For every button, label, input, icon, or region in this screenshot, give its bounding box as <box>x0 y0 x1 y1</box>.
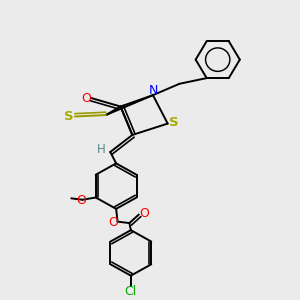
Text: O: O <box>76 194 86 207</box>
Text: S: S <box>169 116 179 129</box>
Text: H: H <box>97 143 106 156</box>
Text: Cl: Cl <box>125 285 137 298</box>
Text: N: N <box>149 83 158 97</box>
Text: O: O <box>139 207 149 220</box>
Text: O: O <box>81 92 91 104</box>
Text: S: S <box>64 110 73 123</box>
Text: O: O <box>108 216 118 229</box>
